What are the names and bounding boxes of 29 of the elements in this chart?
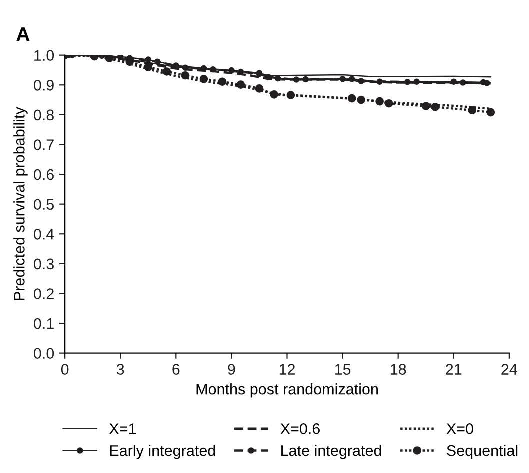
y-tick-label: 0.5 <box>34 199 54 210</box>
x-tick-label: 18 <box>391 364 406 375</box>
y-tick-label: 0.3 <box>34 258 54 270</box>
x-tick-label: 3 <box>116 364 124 375</box>
x-axis-title: Months post randomization <box>196 384 378 398</box>
y-tick-label: 0.7 <box>34 140 54 150</box>
y-tick-label: 0.0 <box>34 348 54 360</box>
x-tick-label: 21 <box>446 364 462 375</box>
x-tick-label: 12 <box>280 364 295 375</box>
legend-label: X=0 <box>446 424 474 434</box>
chart-title: A <box>16 28 30 42</box>
x-tick-label: 24 <box>502 364 518 375</box>
y-tick-label: 0.8 <box>34 110 54 121</box>
x-tick-label: 15 <box>335 364 351 375</box>
legend-label: X=0.6 <box>280 424 320 434</box>
y-tick-label: 0.9 <box>34 80 54 91</box>
x-tick-label: 6 <box>172 364 180 375</box>
x-tick-label: 0 <box>61 364 69 375</box>
y-tick-label: 0.6 <box>34 169 54 180</box>
y-axis-title: Predicted survival probability <box>14 107 28 300</box>
y-tick-label: 0.4 <box>34 229 54 240</box>
legend-label: Late integrated <box>282 445 382 460</box>
x-tick-label: 9 <box>228 364 236 375</box>
legend-label: X=1 <box>109 424 136 434</box>
legend-label: Sequential <box>447 445 518 460</box>
legend-label: Early integrated <box>110 445 216 460</box>
y-tick-label: 0.2 <box>34 288 54 300</box>
y-tick-label: 0.1 <box>34 318 54 330</box>
y-tick-label: 1.0 <box>34 50 54 62</box>
